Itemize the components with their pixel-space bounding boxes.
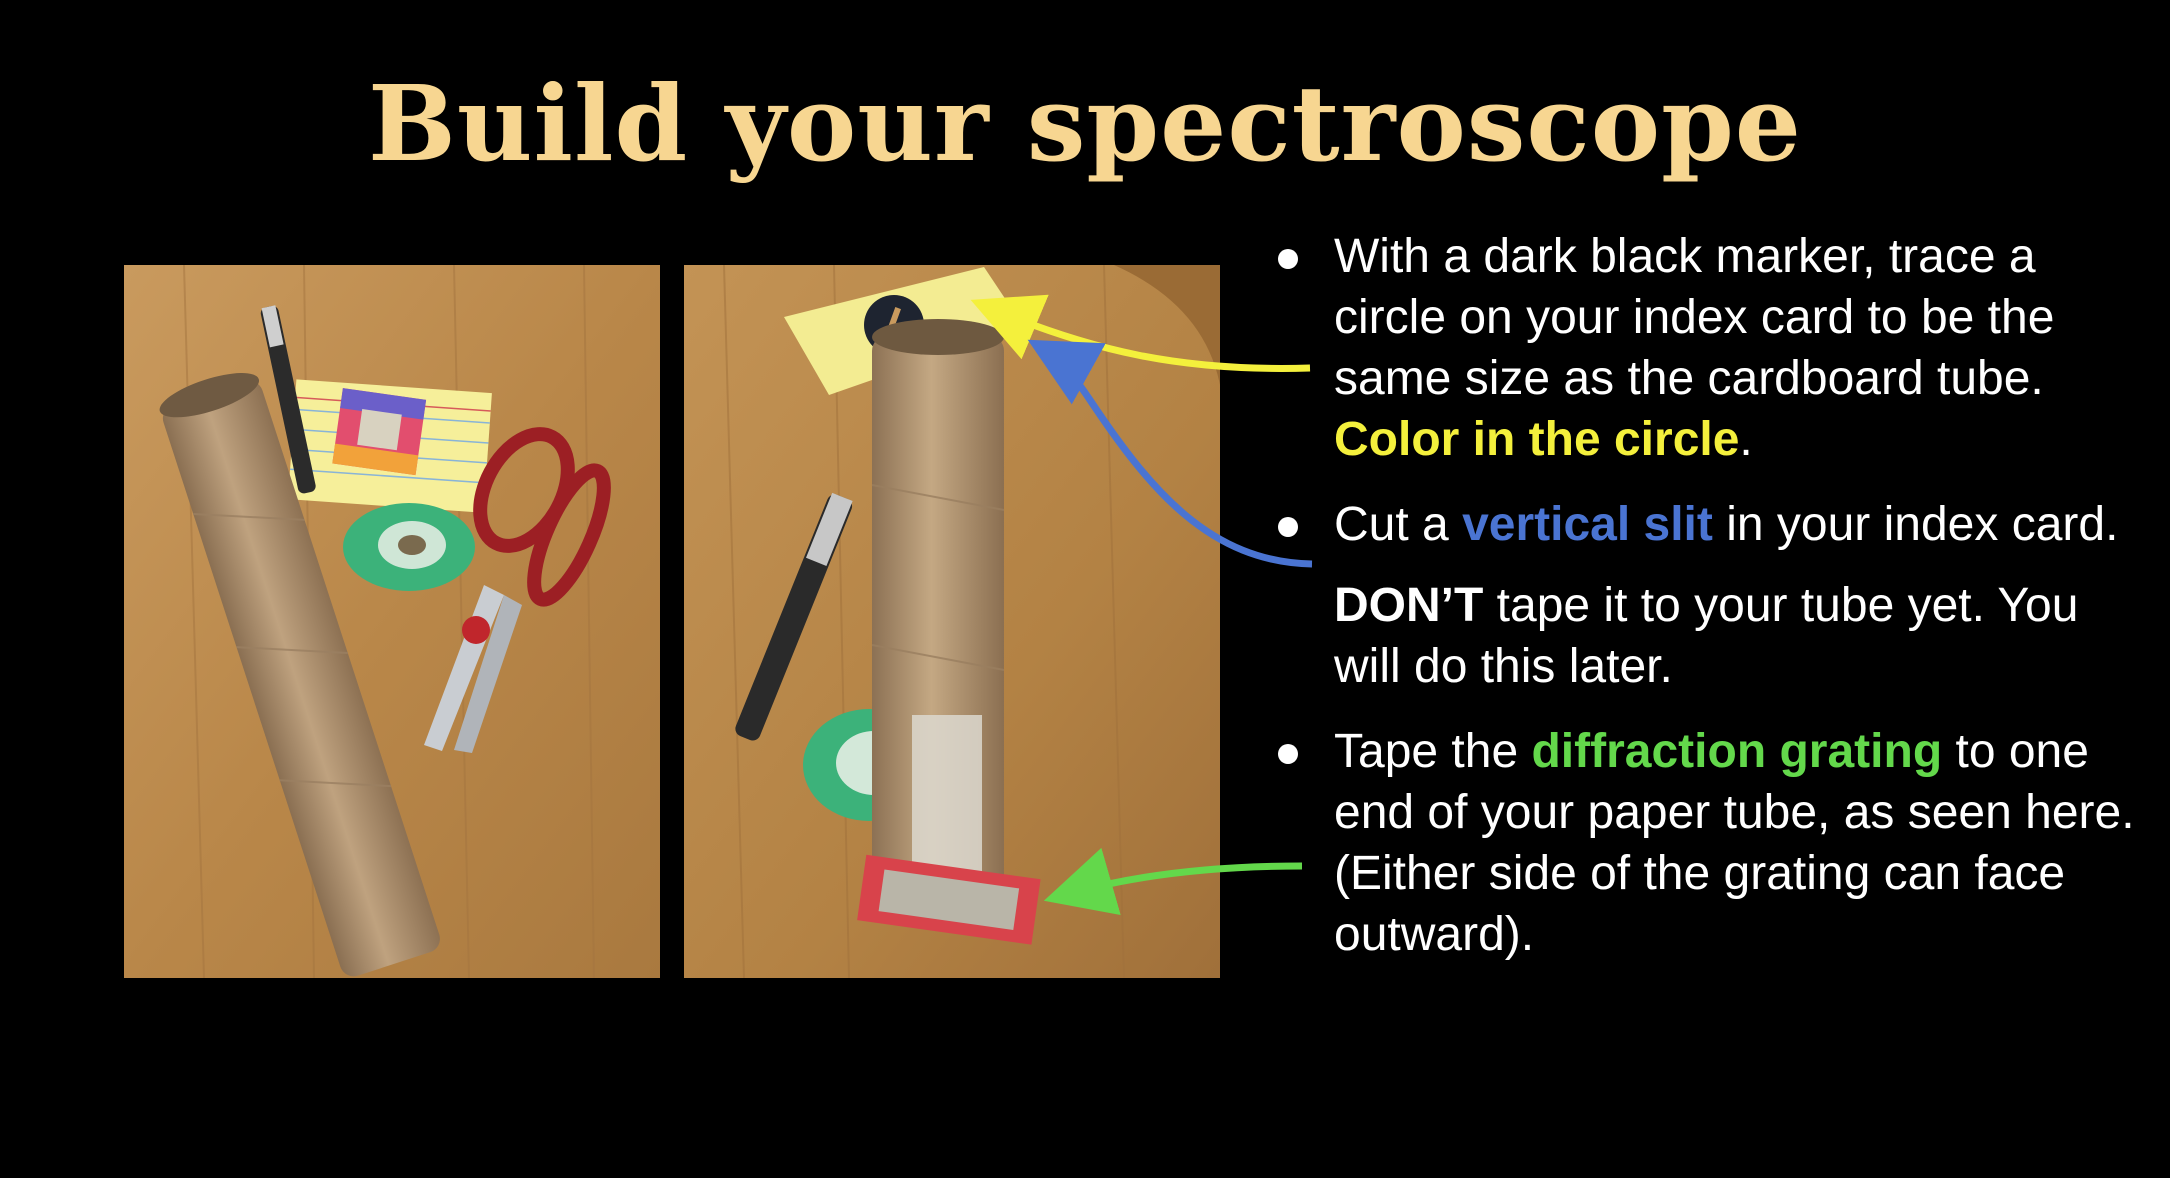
bullet-text-end: . xyxy=(1739,413,1753,466)
bullet-trace-circle: With a dark black marker, trace a circle… xyxy=(1264,226,2144,470)
slide-title: Build your spectroscope xyxy=(368,62,1802,185)
highlight-diffraction-grating: diffraction grating xyxy=(1531,725,1943,778)
highlight-color-circle: Color in the circle xyxy=(1334,413,1740,466)
bullet-text-end: to one end of your paper tube, as seen h… xyxy=(1334,725,2135,961)
bullet-text: Tape the xyxy=(1334,725,1532,778)
bullet-cut-slit: Cut a vertical slit in your index card. xyxy=(1264,494,2144,555)
bullet-text: Cut a xyxy=(1334,498,1463,551)
bullet-dot xyxy=(1278,249,1298,269)
bullet-text: With a dark black marker, trace a circle… xyxy=(1334,230,2055,405)
instructions: With a dark black marker, trace a circle… xyxy=(1264,226,2144,965)
bullet-dot xyxy=(1278,744,1298,764)
note-bold: DON’T xyxy=(1334,579,1484,632)
bullet-text-end: in your index card. xyxy=(1712,498,2119,551)
dont-tape-note: DON’T tape it to your tube yet. You will… xyxy=(1264,575,2144,697)
assembled-spectroscope-photo xyxy=(684,265,1220,978)
note-text: tape it to your tube yet. You will do th… xyxy=(1334,579,2079,693)
bullet-dot xyxy=(1278,517,1298,537)
bullet-tape-grating: Tape the diffraction grating to one end … xyxy=(1264,721,2144,965)
supplies-photo xyxy=(124,265,660,978)
highlight-vertical-slit: vertical slit xyxy=(1462,498,1713,551)
